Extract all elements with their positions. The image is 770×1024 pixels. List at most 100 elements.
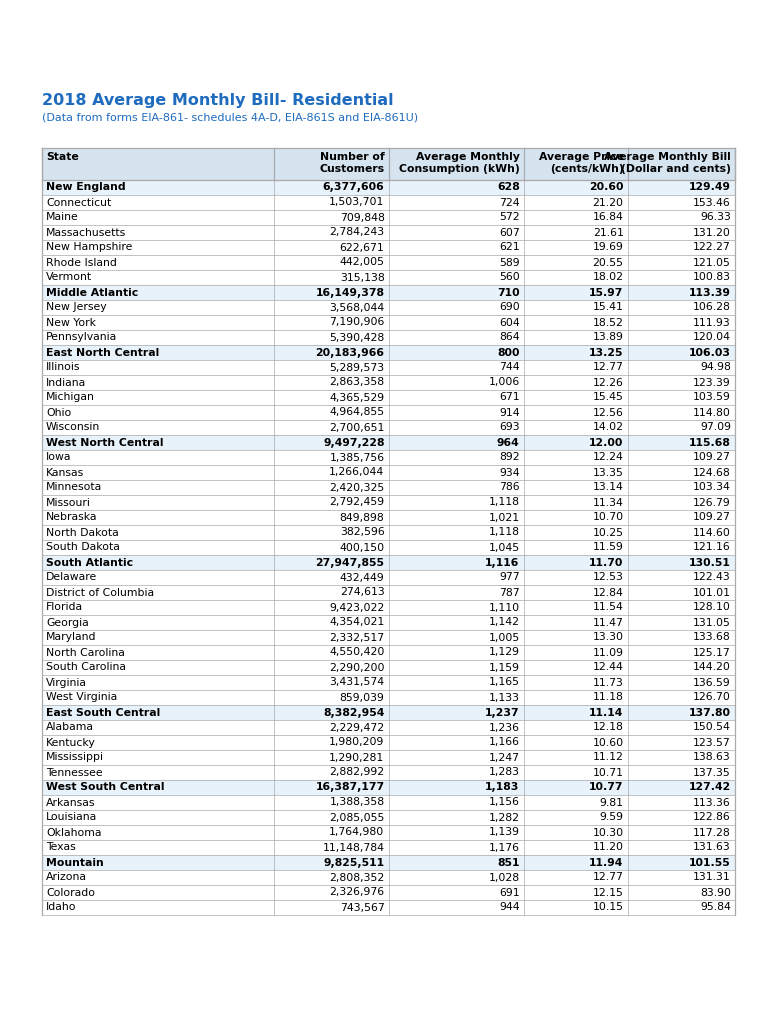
Text: 122.86: 122.86	[693, 812, 731, 822]
Text: Connecticut: Connecticut	[46, 198, 111, 208]
Text: 114.80: 114.80	[693, 408, 731, 418]
Text: Missouri: Missouri	[46, 498, 91, 508]
Text: 691: 691	[499, 888, 520, 897]
Text: 1,266,044: 1,266,044	[330, 468, 384, 477]
Text: 12.26: 12.26	[593, 378, 624, 387]
Text: 892: 892	[499, 453, 520, 463]
Bar	[42, 390, 735, 406]
Text: (Data from forms EIA-861- schedules 4A-D, EIA-861S and EIA-861U): (Data from forms EIA-861- schedules 4A-D…	[42, 112, 418, 122]
Text: 2,808,352: 2,808,352	[330, 872, 384, 883]
Text: West South Central: West South Central	[46, 782, 165, 793]
Text: Virginia: Virginia	[46, 678, 87, 687]
Text: 2,882,992: 2,882,992	[330, 768, 384, 777]
Text: 1,282: 1,282	[489, 812, 520, 822]
Text: Wisconsin: Wisconsin	[46, 423, 100, 432]
Text: 96.33: 96.33	[700, 213, 731, 222]
Text: 121.05: 121.05	[693, 257, 731, 267]
Bar	[42, 195, 735, 210]
Text: Mountain: Mountain	[46, 857, 104, 867]
Text: 138.63: 138.63	[693, 753, 731, 763]
Bar	[42, 855, 735, 870]
Text: 136.59: 136.59	[693, 678, 731, 687]
Text: 1,165: 1,165	[489, 678, 520, 687]
Text: 944: 944	[499, 902, 520, 912]
Text: 709,848: 709,848	[340, 213, 384, 222]
Bar	[42, 210, 735, 225]
Text: 11.09: 11.09	[593, 647, 624, 657]
Bar	[42, 148, 735, 180]
Text: 2,420,325: 2,420,325	[330, 482, 384, 493]
Text: Kentucky: Kentucky	[46, 737, 95, 748]
Text: Average Monthly
Consumption (kWh): Average Monthly Consumption (kWh)	[399, 152, 520, 174]
Text: 607: 607	[499, 227, 520, 238]
Text: 11.59: 11.59	[593, 543, 624, 553]
Text: 9,825,511: 9,825,511	[323, 857, 384, 867]
Text: 621: 621	[499, 243, 520, 253]
Text: Pennsylvania: Pennsylvania	[46, 333, 117, 342]
Bar	[42, 870, 735, 885]
Text: 442,005: 442,005	[340, 257, 384, 267]
Text: 1,980,209: 1,980,209	[329, 737, 384, 748]
Bar	[42, 300, 735, 315]
Text: 111.93: 111.93	[693, 317, 731, 328]
Text: 117.28: 117.28	[693, 827, 731, 838]
Text: 2,700,651: 2,700,651	[329, 423, 384, 432]
Text: 315,138: 315,138	[340, 272, 384, 283]
Text: 9.59: 9.59	[600, 812, 624, 822]
Text: North Dakota: North Dakota	[46, 527, 119, 538]
Bar	[42, 615, 735, 630]
Text: Tennessee: Tennessee	[46, 768, 102, 777]
Text: 12.00: 12.00	[589, 437, 624, 447]
Text: 11.70: 11.70	[589, 557, 624, 567]
Text: Louisiana: Louisiana	[46, 812, 97, 822]
Text: 743,567: 743,567	[340, 902, 384, 912]
Text: East North Central: East North Central	[46, 347, 159, 357]
Bar	[42, 600, 735, 615]
Text: 137.80: 137.80	[689, 708, 731, 718]
Text: 859,039: 859,039	[340, 692, 384, 702]
Text: 560: 560	[499, 272, 520, 283]
Text: 1,764,980: 1,764,980	[330, 827, 384, 838]
Bar	[42, 180, 735, 195]
Text: 144.20: 144.20	[693, 663, 731, 673]
Text: 5,289,573: 5,289,573	[330, 362, 384, 373]
Text: 19.69: 19.69	[593, 243, 624, 253]
Text: 18.52: 18.52	[593, 317, 624, 328]
Text: 690: 690	[499, 302, 520, 312]
Text: 13.25: 13.25	[589, 347, 624, 357]
Bar	[42, 480, 735, 495]
Text: 123.57: 123.57	[693, 737, 731, 748]
Bar	[42, 360, 735, 375]
Bar	[42, 240, 735, 255]
Bar	[42, 750, 735, 765]
Text: Maryland: Maryland	[46, 633, 96, 642]
Text: 914: 914	[499, 408, 520, 418]
Text: 131.31: 131.31	[693, 872, 731, 883]
Text: 3,431,574: 3,431,574	[330, 678, 384, 687]
Text: 11.14: 11.14	[589, 708, 624, 718]
Text: 4,550,420: 4,550,420	[329, 647, 384, 657]
Text: Minnesota: Minnesota	[46, 482, 102, 493]
Text: South Atlantic: South Atlantic	[46, 557, 133, 567]
Text: Illinois: Illinois	[46, 362, 81, 373]
Text: 11.73: 11.73	[593, 678, 624, 687]
Text: 133.68: 133.68	[693, 633, 731, 642]
Text: 628: 628	[497, 182, 520, 193]
Text: Idaho: Idaho	[46, 902, 76, 912]
Text: 5,390,428: 5,390,428	[330, 333, 384, 342]
Text: 13.30: 13.30	[593, 633, 624, 642]
Text: 1,028: 1,028	[488, 872, 520, 883]
Text: 10.77: 10.77	[589, 782, 624, 793]
Text: 977: 977	[499, 572, 520, 583]
Text: 4,354,021: 4,354,021	[330, 617, 384, 628]
Text: 1,021: 1,021	[488, 512, 520, 522]
Text: 2,085,055: 2,085,055	[329, 812, 384, 822]
Text: 4,964,855: 4,964,855	[330, 408, 384, 418]
Text: 109.27: 109.27	[693, 512, 731, 522]
Text: 11.94: 11.94	[589, 857, 624, 867]
Text: New York: New York	[46, 317, 96, 328]
Text: 851: 851	[497, 857, 520, 867]
Text: Average Price
(cents/kWh): Average Price (cents/kWh)	[538, 152, 624, 174]
Text: 12.77: 12.77	[593, 872, 624, 883]
Text: 128.10: 128.10	[693, 602, 731, 612]
